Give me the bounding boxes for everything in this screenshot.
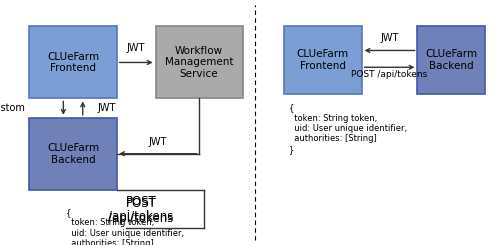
Text: POST
/api/tokens: POST /api/tokens	[108, 195, 174, 222]
Text: CLUeFarm
Frontend: CLUeFarm Frontend	[297, 49, 349, 71]
FancyBboxPatch shape	[418, 26, 486, 94]
Text: JWT: JWT	[127, 43, 146, 53]
Text: Workflow
Management
Service: Workflow Management Service	[165, 46, 234, 79]
FancyBboxPatch shape	[30, 118, 117, 190]
Text: JWT: JWT	[98, 103, 116, 113]
Text: JWT: JWT	[148, 136, 167, 147]
Text: POST
/api/tokens: POST /api/tokens	[108, 197, 174, 225]
Text: CLUeFarm
Backend: CLUeFarm Backend	[426, 49, 478, 71]
Text: {
  token: String token,
  uid: User unique identifier,
  authorities: [String]
: { token: String token, uid: User unique …	[289, 103, 407, 154]
Text: GET /custom: GET /custom	[0, 103, 24, 113]
Text: JWT: JWT	[380, 33, 398, 43]
Text: CLUeFarm
Backend: CLUeFarm Backend	[47, 143, 99, 164]
Text: CLUeFarm
Frontend: CLUeFarm Frontend	[47, 52, 99, 73]
FancyBboxPatch shape	[284, 26, 362, 94]
FancyBboxPatch shape	[156, 26, 243, 98]
FancyBboxPatch shape	[30, 26, 117, 98]
Text: {
  token: String token,
  uid: User unique identifier,
  authorities: [String]
: { token: String token, uid: User unique …	[66, 208, 184, 245]
Text: POST /api/tokens: POST /api/tokens	[352, 70, 428, 79]
